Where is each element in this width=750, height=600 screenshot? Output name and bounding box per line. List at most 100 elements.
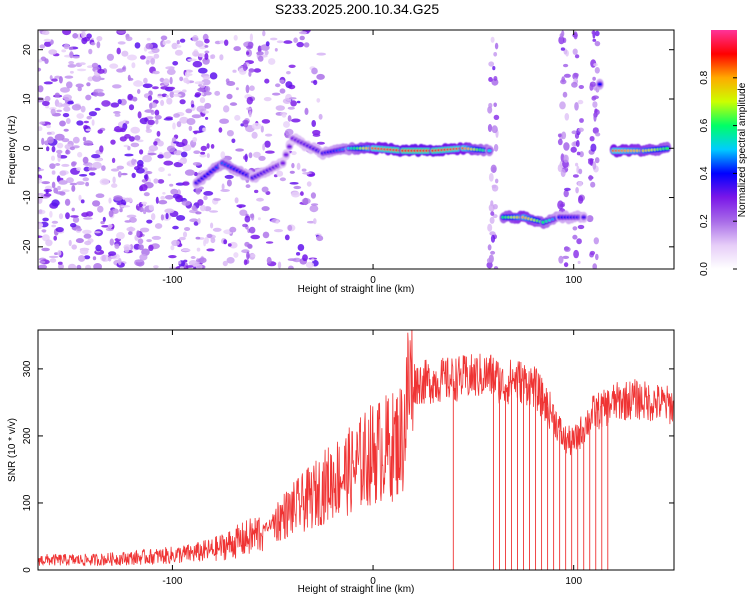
spectrogram-noise-blob	[60, 87, 70, 93]
spectrogram-noise-blob	[166, 97, 173, 105]
spectrogram-noise-blob	[243, 120, 249, 128]
spectrogram-noise-blob	[65, 212, 70, 220]
spectrogram-noise-blob	[262, 143, 266, 151]
spectrogram-noise-blob	[589, 250, 596, 256]
spectrogram-noise-blob	[181, 248, 191, 252]
spectrogram-noise-blob	[291, 118, 301, 123]
spectrogram-noise-blob	[50, 108, 56, 115]
spectrogram-noise-blob	[169, 91, 175, 98]
spectrogram-noise-blob	[594, 157, 600, 164]
spectrogram-noise-blob	[183, 77, 189, 84]
spectrogram-noise-blob	[180, 151, 188, 158]
spectrogram-noise-blob	[246, 51, 250, 55]
spectrogram-noise-blob	[234, 114, 241, 121]
spectrogram-noise-blob	[168, 255, 177, 259]
spectrogram-noise-blob	[560, 153, 565, 162]
y-tick-label: -20	[22, 239, 33, 254]
spectrogram-noise-blob	[76, 120, 84, 126]
spectrogram-noise-blob	[245, 184, 251, 189]
spectrogram-noise-blob	[248, 152, 253, 159]
spectrogram-noise-blob	[75, 238, 84, 244]
spectrogram-noise-blob	[125, 120, 130, 125]
spectrogram-noise-blob	[155, 118, 159, 125]
spectrogram-noise-blob	[151, 213, 156, 221]
spectrogram-y-ticks: -20 -10 0 10 20	[22, 44, 674, 254]
spectrogram-noise-blob	[38, 85, 44, 93]
spectrogram-noise-blob	[60, 103, 71, 107]
spectrogram-noise-blob	[124, 220, 132, 223]
spectrogram-noise-blob	[276, 40, 284, 44]
spectrogram-noise-blob	[204, 50, 210, 54]
spectrogram-noise-blob	[249, 226, 256, 234]
spectrogram-noise-blob	[128, 231, 133, 236]
spectrogram-noise-blob	[76, 264, 82, 269]
spectrogram-noise-blob	[193, 221, 199, 226]
spectrogram-noise-blob	[99, 178, 110, 186]
spectrogram-noise-blob	[54, 252, 59, 256]
spectrogram-noise-blob	[574, 54, 580, 59]
spectrogram-noise-blob	[97, 68, 105, 74]
spectrogram-noise-blob	[66, 177, 74, 184]
spectrogram-noise-blob	[153, 178, 159, 184]
spectrogram-noise-blob	[246, 251, 250, 260]
spectrogram-noise-blob	[113, 195, 123, 201]
spectrogram-noise-blob	[272, 92, 281, 96]
spectrogram-noise-blob	[202, 57, 210, 65]
spectrogram-noise-blob	[165, 94, 169, 98]
spectrogram-noise-blob	[38, 97, 45, 103]
spectrogram-noise-blob	[200, 145, 207, 151]
spectrogram-noise-blob	[490, 36, 495, 43]
spectrogram-noise-blob	[68, 46, 74, 51]
spectrogram-frame	[37, 29, 675, 270]
spectrogram-noise-blob	[127, 54, 137, 61]
spectrogram-noise-blob	[182, 89, 187, 93]
spectrogram-noise-blob	[117, 171, 122, 178]
spectrogram-noise-blob	[145, 128, 152, 133]
spectrogram-noise-blob	[145, 43, 154, 50]
spectrogram-noise-blob	[589, 136, 595, 142]
spectrogram-noise-blob	[43, 81, 53, 85]
spectrogram-noise-blob	[163, 78, 170, 86]
spectrogram-noise-blob	[172, 225, 179, 230]
spectrogram-noise-blob	[68, 263, 77, 269]
spectrogram-noise-blob	[59, 170, 67, 176]
spectrogram-noise-blob	[593, 63, 598, 67]
spectrogram-noise-blob	[190, 256, 196, 259]
spectrogram-noise-blob	[563, 73, 571, 78]
spectrogram-noise-blob	[296, 41, 305, 48]
spectrogram-noise-blob	[303, 42, 310, 48]
spectrogram-noise-blob	[265, 241, 274, 244]
spectrogram-noise-blob	[316, 73, 325, 80]
spectrogram-noise-blob	[189, 218, 199, 223]
spectrogram-noise-blob	[49, 258, 57, 263]
spectrogram-noise-blob	[120, 172, 128, 176]
spectrogram-noise-blob	[130, 126, 140, 134]
spectrogram-noise-blob	[289, 170, 295, 174]
spectrogram-noise-blob	[195, 40, 204, 47]
ridge-core	[487, 149, 492, 153]
spectrogram-noise-blob	[95, 193, 105, 198]
spectrogram-noise-blob	[108, 197, 112, 204]
spectrogram-noise-blob	[261, 119, 271, 124]
spectrogram-noise-blob	[233, 34, 238, 41]
spectrogram-noise-blob	[167, 173, 172, 177]
spectrogram-noise-blob	[131, 172, 136, 179]
snr-series-line	[38, 330, 674, 567]
spectrogram-noise-blob	[206, 233, 213, 238]
spectrogram-noise-blob	[218, 127, 223, 133]
spectrogram-noise-blob	[491, 125, 498, 134]
colorbar-label: Normalized spectral amplitude	[737, 82, 748, 217]
spectrogram-noise-blob	[300, 191, 304, 196]
spectrogram-noise-blob	[593, 113, 597, 122]
spectrogram-noise-blob	[578, 195, 584, 204]
spectrogram-noise-blob	[256, 197, 264, 202]
spectrogram-noise-blob	[202, 127, 207, 132]
spectrogram-noise-blob	[312, 133, 321, 137]
spectrogram-noise-blob	[109, 238, 115, 246]
spectrogram-noise-blob	[58, 76, 63, 84]
spectrogram-noise-blob	[188, 125, 193, 131]
spectrogram-noise-blob	[86, 33, 92, 39]
spectrogram-noise-blob	[493, 114, 500, 120]
spectrogram-noise-blob	[38, 177, 42, 184]
